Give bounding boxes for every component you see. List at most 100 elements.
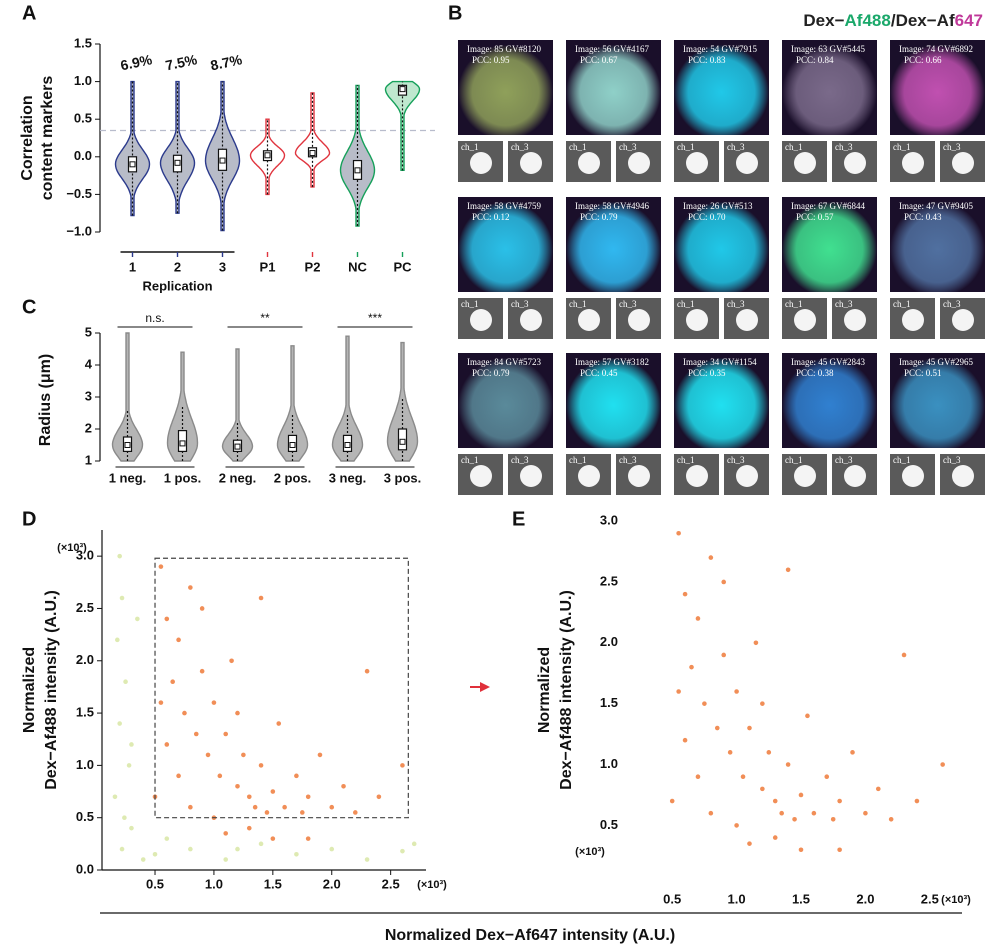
tile-image-id: Image: 56 GV#4167 bbox=[575, 44, 649, 54]
thumbnail-blob bbox=[578, 152, 600, 174]
point bbox=[176, 773, 181, 779]
point bbox=[329, 846, 335, 852]
title-part: Af488 bbox=[845, 11, 891, 30]
point bbox=[727, 750, 733, 755]
y-tick-label: 3.0 bbox=[76, 548, 94, 563]
point bbox=[229, 658, 234, 664]
tile-pcc: PCC: 0.95 bbox=[472, 55, 510, 65]
y-tick-label: 1.0 bbox=[600, 756, 618, 771]
title-part: Dex− bbox=[803, 11, 844, 30]
tile-image-id: Image: 45 GV#2965 bbox=[899, 357, 973, 367]
point bbox=[129, 825, 134, 831]
point bbox=[170, 679, 175, 684]
y-unit: (×10³) bbox=[57, 542, 87, 554]
y-tick-label: 2.5 bbox=[76, 600, 94, 615]
x-tick-label: 2.0 bbox=[856, 891, 874, 906]
thumbnail-blob bbox=[952, 152, 974, 174]
x-tick-label: 2 neg. bbox=[219, 470, 257, 485]
point bbox=[252, 804, 258, 810]
point bbox=[119, 846, 125, 852]
point bbox=[235, 846, 240, 852]
point bbox=[276, 721, 282, 726]
x-tick-label: 1.5 bbox=[792, 891, 810, 906]
thumbnail-blob bbox=[952, 465, 974, 487]
bracket-label: Replication bbox=[142, 278, 212, 293]
tile-image-id: Image: 45 GV#2843 bbox=[791, 357, 865, 367]
thumbnail-label: ch_1 bbox=[893, 455, 911, 465]
point bbox=[193, 731, 199, 737]
point bbox=[785, 567, 791, 573]
tile-pcc: PCC: 0.67 bbox=[580, 55, 618, 65]
point bbox=[760, 701, 765, 706]
point bbox=[721, 652, 727, 658]
thumbnail-blob bbox=[736, 309, 758, 331]
thumbnail-label: ch_1 bbox=[461, 299, 479, 309]
arrow-head bbox=[480, 682, 490, 692]
x-tick-label: 1.0 bbox=[728, 891, 746, 906]
thumbnail-blob bbox=[952, 309, 974, 331]
point bbox=[223, 857, 229, 862]
panel-label: A bbox=[22, 2, 36, 24]
violin bbox=[276, 345, 309, 462]
x-tick-label: 1 neg. bbox=[109, 470, 147, 485]
thumbnail-label: ch_3 bbox=[727, 299, 745, 309]
point bbox=[689, 664, 694, 670]
thumbnail-label: ch_3 bbox=[727, 455, 745, 465]
tile-blob bbox=[890, 353, 985, 448]
panel-label: D bbox=[22, 508, 36, 530]
x-tick-label: NC bbox=[348, 259, 367, 274]
thumbnail-label: ch_3 bbox=[511, 142, 529, 152]
x-unit: (×10³) bbox=[941, 894, 971, 906]
tile-pcc: PCC: 0.66 bbox=[904, 55, 942, 65]
thumbnail-blob bbox=[470, 465, 492, 487]
thumbnail-blob bbox=[736, 465, 758, 487]
thumbnail-label: ch_1 bbox=[461, 142, 479, 152]
point bbox=[863, 810, 868, 816]
point bbox=[747, 841, 752, 846]
thumbnail-label: ch_3 bbox=[727, 142, 745, 152]
y-tick-label: 2.0 bbox=[76, 652, 94, 667]
point bbox=[901, 652, 907, 658]
x-tick-label: 2 pos. bbox=[274, 470, 312, 485]
shared-x-label: Normalized Dex−Af647 intensity (A.U.) bbox=[385, 927, 675, 944]
point bbox=[164, 836, 170, 841]
y-axis-label: Normalized bbox=[21, 647, 38, 733]
y-tick-label: 4 bbox=[85, 356, 93, 371]
thumbnail-label: ch_3 bbox=[619, 455, 637, 465]
point bbox=[223, 731, 229, 737]
point bbox=[714, 725, 720, 731]
point bbox=[875, 786, 881, 792]
tile-pcc: PCC: 0.45 bbox=[580, 368, 618, 378]
y-axis-label: Dex−Af488 intensity (A.U.) bbox=[43, 590, 60, 790]
median bbox=[124, 442, 131, 448]
thumbnail-label: ch_3 bbox=[511, 455, 529, 465]
point bbox=[211, 700, 217, 705]
point bbox=[792, 817, 797, 822]
thumbnail-blob bbox=[520, 465, 542, 487]
point bbox=[126, 763, 132, 768]
y-unit: (×10³) bbox=[575, 846, 605, 858]
thumbnail-blob bbox=[470, 152, 492, 174]
point bbox=[747, 725, 752, 731]
x-tick-label: 0.5 bbox=[663, 891, 681, 906]
thumbnail-label: ch_1 bbox=[785, 455, 803, 465]
point bbox=[798, 847, 804, 853]
tile-image-id: Image: 67 GV#6844 bbox=[791, 201, 865, 211]
point bbox=[270, 836, 276, 841]
point bbox=[117, 553, 122, 559]
point bbox=[353, 810, 358, 815]
x-tick-label: 1 bbox=[129, 259, 136, 274]
y-tick-label: 1.5 bbox=[74, 35, 92, 50]
point bbox=[158, 700, 164, 705]
point bbox=[702, 701, 707, 706]
thumbnail-blob bbox=[628, 152, 650, 174]
point bbox=[837, 847, 842, 853]
point bbox=[152, 852, 158, 857]
thumbnail-label: ch_1 bbox=[785, 299, 803, 309]
point bbox=[940, 762, 945, 767]
point bbox=[364, 857, 370, 862]
thumbnail-blob bbox=[794, 152, 816, 174]
thumbnail-label: ch_3 bbox=[835, 142, 853, 152]
point bbox=[850, 750, 855, 755]
